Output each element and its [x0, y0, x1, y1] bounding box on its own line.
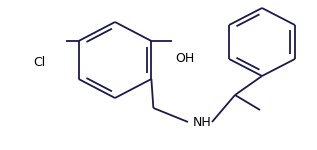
Text: OH: OH — [175, 52, 194, 66]
Text: Cl: Cl — [34, 57, 46, 69]
Text: NH: NH — [193, 116, 212, 129]
